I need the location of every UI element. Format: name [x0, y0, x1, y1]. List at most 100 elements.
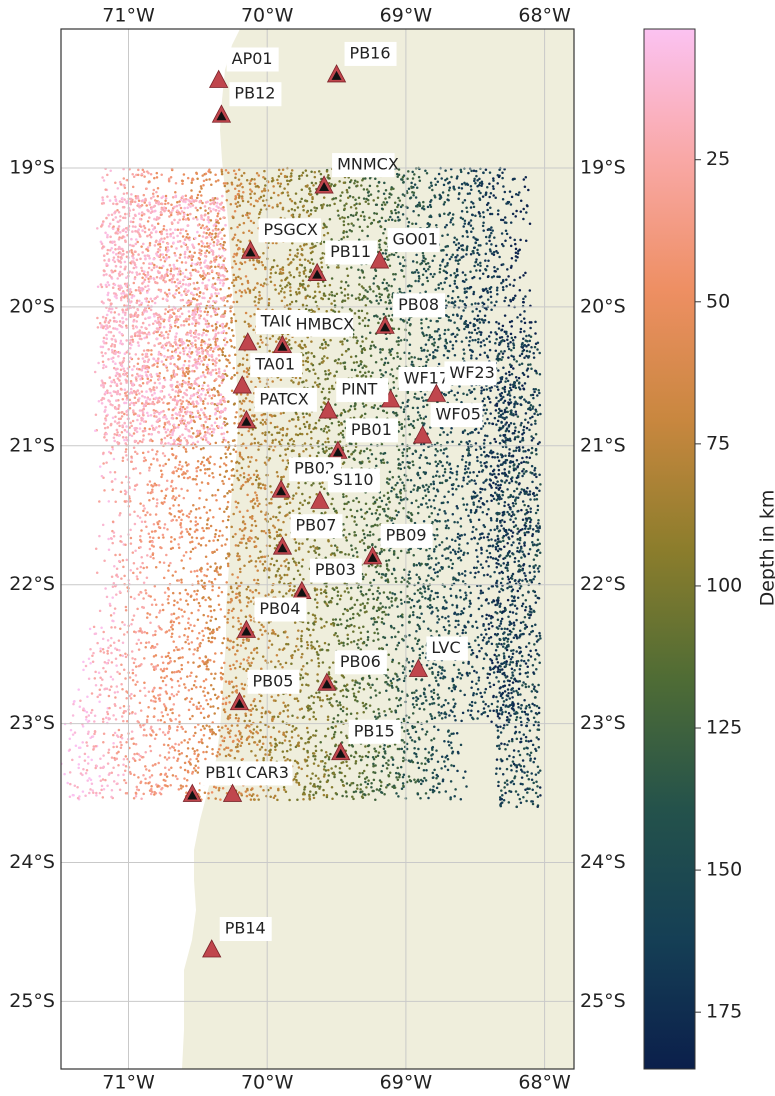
station-pb09: PB09	[362, 523, 433, 565]
lat-label-right: 22°S	[580, 573, 626, 595]
station-label-box	[226, 47, 279, 72]
station-triangle-icon	[408, 658, 429, 677]
station-triangle-icon	[369, 250, 390, 269]
lat-label-right: 23°S	[580, 712, 626, 734]
station-triangle-icon	[202, 939, 222, 958]
station-label: PB02	[294, 459, 335, 478]
station-inner-icon	[277, 543, 288, 553]
station-inner-icon	[245, 247, 256, 257]
lat-label-left: 25°S	[9, 990, 55, 1012]
lon-label-bottom: 70°W	[241, 1072, 294, 1094]
lat-label-left: 20°S	[9, 295, 55, 317]
station-label: PB04	[259, 599, 300, 618]
station-label-box	[229, 82, 282, 107]
station-label: PB05	[252, 671, 293, 690]
station-label: PB01	[351, 420, 392, 439]
lon-label-top: 69°W	[380, 5, 433, 27]
station-car3: CAR3	[222, 761, 293, 802]
station-inner-icon	[234, 698, 245, 708]
station-label-box	[334, 650, 387, 675]
lon-label-bottom: 68°W	[518, 1072, 571, 1094]
colorbar-tick-label: 50	[706, 290, 730, 312]
colorbar-tick-label: 125	[706, 717, 742, 739]
station-inner-icon	[216, 111, 227, 121]
station-label-box	[393, 293, 446, 318]
station-inner-icon	[380, 322, 391, 332]
station-label: PB10	[205, 763, 246, 782]
lat-label-right: 21°S	[580, 434, 626, 456]
station-label: LVC	[431, 638, 460, 657]
station-label: WF17	[404, 368, 449, 387]
station-label-box	[240, 761, 293, 786]
station-inner-icon	[335, 748, 346, 758]
lat-label-right: 19°S	[580, 157, 626, 179]
lon-label-bottom: 69°W	[380, 1072, 433, 1094]
station-pint: PINT	[318, 378, 389, 419]
station-s110: S110	[310, 468, 380, 509]
station-inner-icon	[277, 341, 288, 351]
station-label-box	[309, 558, 362, 583]
station-pb14: PB14	[202, 917, 272, 958]
station-label: PB07	[295, 516, 336, 535]
station-inner-icon	[312, 269, 323, 279]
station-label: MNMCX	[337, 155, 399, 174]
station-triangle-icon	[426, 383, 447, 402]
station-inner-icon	[241, 416, 252, 426]
lat-label-left: 22°S	[9, 573, 55, 595]
station-label-box	[290, 312, 353, 337]
station-pb05: PB05	[229, 669, 300, 711]
station-psgcx: PSGCX	[240, 218, 322, 259]
station-pb16: PB16	[326, 41, 397, 83]
station-triangle-icon	[318, 400, 338, 419]
station-label-box	[250, 353, 303, 378]
station-ap01: AP01	[208, 47, 279, 88]
colorbar-tick-label: 175	[706, 1001, 742, 1023]
graticule	[61, 29, 574, 1069]
station-label-box	[344, 41, 397, 66]
station-triangle-icon	[412, 425, 433, 444]
station-label: PB15	[354, 721, 395, 740]
lat-label-left: 23°S	[9, 712, 55, 734]
station-label: WF23	[449, 363, 494, 382]
station-pb12: PB12	[211, 82, 282, 123]
station-label-box	[258, 218, 322, 243]
colorbar	[643, 28, 696, 1070]
station-pb03: PB03	[292, 558, 362, 600]
station-label: PATCX	[259, 389, 308, 408]
colorbar-tick-label: 25	[706, 148, 730, 170]
station-label: PB06	[340, 652, 381, 671]
station-label: PB08	[398, 295, 439, 314]
station-label: PB09	[386, 525, 427, 544]
lat-label-left: 24°S	[9, 851, 55, 873]
station-markers: AP01 PB16 PB12 MNMCX PSGCX PB11 GO01 PB08 TAIQHM…	[182, 41, 497, 958]
station-label: PB12	[234, 84, 275, 103]
station-label-box	[325, 240, 378, 265]
station-triangle-icon	[310, 490, 330, 509]
station-label-box	[380, 523, 433, 548]
lat-label-right: 24°S	[580, 851, 626, 873]
colorbar-tick-label: 100	[706, 574, 742, 596]
station-triangle-icon	[222, 783, 243, 802]
station-lvc: LVC	[408, 636, 468, 677]
station-label-box	[348, 719, 401, 744]
station-label: S110	[333, 470, 374, 489]
station-pb01: PB01	[328, 418, 398, 459]
station-inner-icon	[332, 447, 343, 457]
lat-label-left: 21°S	[9, 434, 55, 456]
station-label-box	[430, 403, 483, 428]
station-label-box	[336, 378, 389, 403]
station-label: AP01	[232, 49, 273, 68]
lat-label-right: 25°S	[580, 990, 626, 1012]
station-inner-icon	[296, 587, 307, 597]
colorbar-tick-label: 75	[706, 432, 730, 454]
station-label-box	[426, 636, 468, 661]
station-triangle-icon	[238, 332, 258, 351]
station-label: TAIQ	[260, 312, 298, 331]
station-pb06: PB06	[317, 650, 387, 691]
station-inner-icon	[367, 552, 378, 562]
lon-label-top: 68°W	[518, 5, 571, 27]
station-label: GO01	[393, 230, 438, 249]
station-triangle-icon	[208, 69, 229, 88]
colorbar-label: Depth in km	[757, 490, 775, 607]
station-label: PB14	[225, 919, 266, 938]
